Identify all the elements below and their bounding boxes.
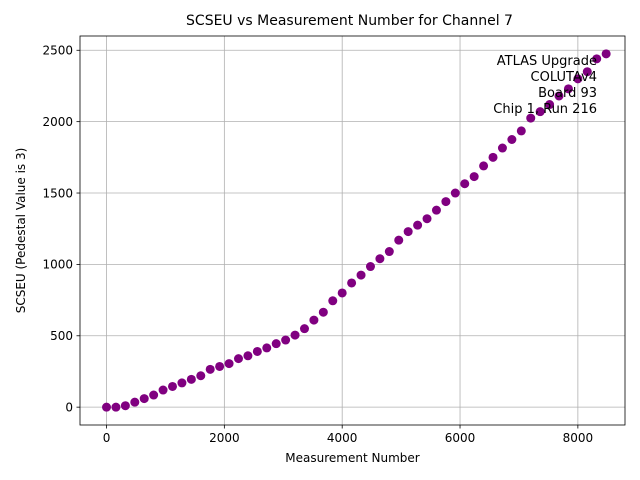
data-point <box>290 330 300 340</box>
x-axis-label: Measurement Number <box>285 451 419 465</box>
data-point <box>102 402 112 412</box>
data-point <box>111 402 121 412</box>
data-point <box>375 254 385 264</box>
data-point <box>403 227 413 237</box>
data-point <box>262 343 272 353</box>
data-point <box>573 74 583 84</box>
x-tick-label: 2000 <box>209 431 240 445</box>
data-point <box>196 371 206 381</box>
data-point <box>328 296 338 306</box>
data-point <box>233 354 243 364</box>
data-point <box>205 364 215 374</box>
data-point <box>497 143 507 153</box>
annotation-line: COLUTAv4 <box>531 70 597 85</box>
data-point <box>554 91 564 101</box>
data-point <box>356 270 366 280</box>
y-tick-label: 500 <box>50 329 73 343</box>
data-point <box>460 179 470 189</box>
data-point <box>177 378 187 388</box>
data-point <box>384 247 394 257</box>
data-point <box>337 288 347 298</box>
annotation-line: Chip 1, Run 216 <box>493 102 597 117</box>
data-point <box>120 401 130 411</box>
data-point <box>271 339 281 349</box>
data-point <box>563 84 573 94</box>
data-point <box>516 126 526 136</box>
data-point <box>309 315 319 325</box>
data-point <box>130 397 140 407</box>
x-tick-label: 0 <box>103 431 111 445</box>
x-tick-label: 8000 <box>563 431 594 445</box>
y-axis-ticks: 0 500 1000 1500 2000 2500 <box>42 44 80 414</box>
chart-title: SCSEU vs Measurement Number for Channel … <box>186 13 513 29</box>
data-point <box>582 67 592 77</box>
data-point <box>450 188 460 198</box>
y-axis-label: SCSEU (Pedestal Value is 3) <box>14 148 28 314</box>
x-axis-ticks: 0 2000 4000 6000 8000 <box>103 425 593 445</box>
data-point <box>186 374 196 384</box>
y-tick-label: 1000 <box>42 258 73 272</box>
data-point <box>441 197 451 207</box>
data-point <box>545 100 555 110</box>
data-point <box>601 49 611 59</box>
data-point <box>299 324 309 334</box>
data-point <box>168 381 178 391</box>
data-point <box>592 54 602 64</box>
data-point <box>469 172 479 182</box>
data-point <box>507 134 517 144</box>
data-point <box>365 262 375 272</box>
annotation-line: Board 93 <box>538 86 597 101</box>
data-point <box>413 220 423 230</box>
data-point <box>347 278 357 288</box>
data-point <box>526 113 536 123</box>
y-tick-label: 2500 <box>42 44 73 58</box>
y-tick-label: 0 <box>65 400 73 414</box>
data-point <box>422 214 432 224</box>
data-point <box>281 335 291 345</box>
data-point <box>394 235 404 245</box>
x-tick-label: 6000 <box>445 431 476 445</box>
data-point <box>535 107 545 117</box>
data-point <box>139 394 149 404</box>
data-point <box>215 361 225 371</box>
data-point <box>431 205 441 215</box>
data-point <box>158 385 168 395</box>
y-tick-label: 2000 <box>42 115 73 129</box>
y-tick-label: 1500 <box>42 186 73 200</box>
data-point <box>224 359 234 369</box>
annotation-line: ATLAS Upgrade <box>497 54 597 69</box>
data-points <box>102 49 611 412</box>
grid-lines <box>80 36 625 425</box>
data-point <box>252 346 262 356</box>
data-point <box>243 351 253 361</box>
data-point <box>479 161 489 171</box>
x-tick-label: 4000 <box>327 431 358 445</box>
data-point <box>488 152 498 162</box>
plot-frame <box>79 35 626 426</box>
data-point <box>149 390 159 400</box>
data-point <box>318 307 328 317</box>
